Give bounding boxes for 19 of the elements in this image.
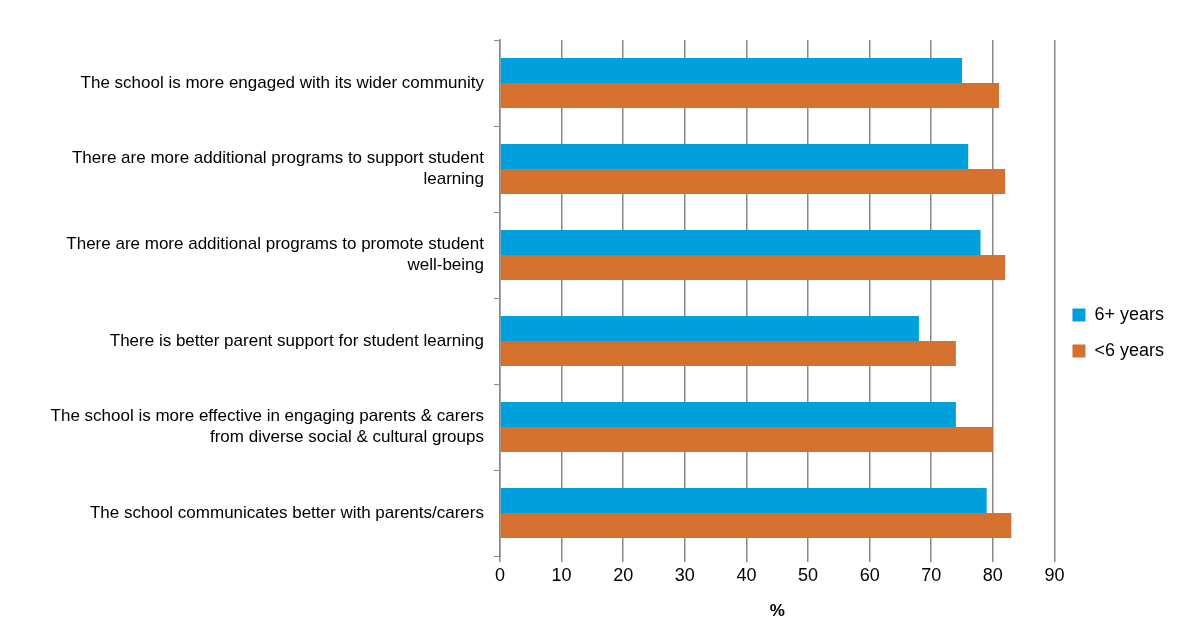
x-tick-label: 20 bbox=[613, 564, 634, 585]
x-axis-title: % bbox=[769, 601, 785, 621]
x-tick-label: 40 bbox=[736, 564, 757, 585]
y-tick-label: There is better parent support for student learning bbox=[109, 330, 484, 350]
x-tick-label: 50 bbox=[798, 564, 819, 585]
y-tick-label: There are more additional programs to promote student well-being bbox=[66, 234, 485, 274]
x-tick-label: 0 bbox=[494, 564, 506, 585]
x-tick-label: 10 bbox=[551, 564, 572, 585]
x-tick-label: 90 bbox=[1044, 564, 1065, 585]
x-tick-label: 80 bbox=[982, 564, 1003, 585]
y-tick-label: The school is more effective in engaging parents & carers from diverse social & cultural groups bbox=[50, 406, 484, 446]
y-tick-label: The school is more engaged with its wider community bbox=[80, 72, 485, 92]
y-tick-label: There are more additional programs to support student learning bbox=[71, 148, 485, 188]
legend-label: <6 years bbox=[1094, 339, 1165, 360]
x-tick-label: 60 bbox=[859, 564, 880, 585]
x-tick-label: 30 bbox=[674, 564, 695, 585]
y-tick-label: The school communicates better with parents/carers bbox=[89, 502, 484, 522]
x-tick-label: 70 bbox=[921, 564, 942, 585]
legend-label: 6+ years bbox=[1094, 303, 1165, 324]
